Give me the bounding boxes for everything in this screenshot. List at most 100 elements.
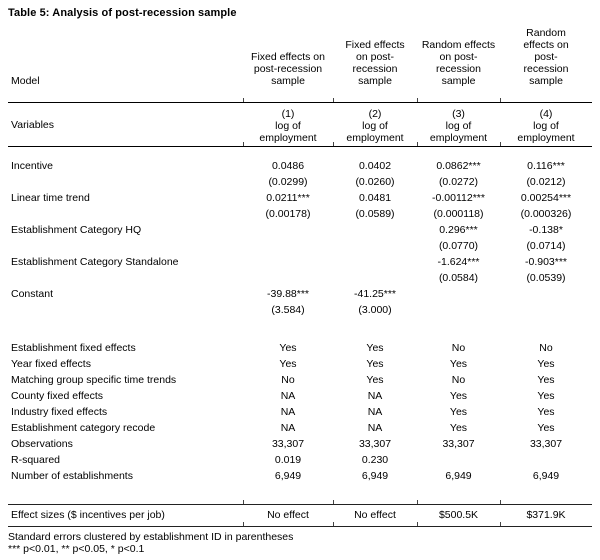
variable-label-blank bbox=[8, 206, 243, 222]
info-value: NA bbox=[367, 406, 383, 418]
coefficient-value: -1.624*** bbox=[437, 256, 480, 268]
standard-error-value bbox=[500, 302, 592, 318]
info-value: Yes bbox=[279, 358, 297, 370]
info-label: County fixed effects bbox=[11, 390, 104, 402]
standard-error-value: (0.0299) bbox=[268, 176, 308, 188]
table-row: R-squared 0.019 0.230 bbox=[8, 452, 592, 468]
column-number: (3) bbox=[452, 108, 465, 120]
info-value: 6,949 bbox=[274, 470, 302, 482]
info-value: No bbox=[539, 342, 553, 354]
standard-error-value: (3.584) bbox=[271, 304, 305, 316]
variables-label: Variables bbox=[11, 119, 54, 131]
info-label: Observations bbox=[11, 438, 73, 450]
table-row: Incentive 0.0486 0.0402 0.0862*** 0.116*** bbox=[8, 158, 592, 174]
standard-error-value: (0.0584) bbox=[438, 272, 479, 284]
info-label: R-squared bbox=[11, 454, 61, 466]
column-divider-tick bbox=[243, 500, 244, 504]
info-value: Yes bbox=[449, 406, 468, 418]
info-value: 0.230 bbox=[361, 454, 389, 466]
column-header-2: Fixed effects on post- recession sample bbox=[345, 39, 405, 87]
standard-error-value: (0.0589) bbox=[355, 208, 395, 220]
coefficient-value: 0.00254*** bbox=[520, 192, 572, 204]
info-value: NA bbox=[367, 390, 383, 402]
variable-label-blank bbox=[8, 270, 243, 286]
info-label: Year fixed effects bbox=[11, 358, 91, 370]
effect-sizes-row: Effect sizes ($ incentives per job) No e… bbox=[8, 505, 592, 526]
column-spec-3: (3) log of employment bbox=[417, 108, 500, 144]
table-row: Number of establishments 6,949 6,949 6,949 6… bbox=[8, 468, 592, 484]
coefficient-value bbox=[417, 286, 500, 302]
column-header-3: Random effects on post- recession sample bbox=[421, 39, 496, 87]
section-gap bbox=[8, 318, 592, 340]
column-divider-tick bbox=[333, 522, 334, 526]
column-divider-tick bbox=[500, 500, 501, 504]
standard-error-value: (0.000118) bbox=[433, 208, 484, 220]
variable-label-blank bbox=[8, 302, 243, 318]
info-value bbox=[500, 452, 592, 468]
table-row: (3.584) (3.000) bbox=[8, 302, 592, 318]
info-value: 6,949 bbox=[361, 470, 389, 482]
coefficient-value: -0.903*** bbox=[524, 256, 568, 268]
variable-label: Linear time trend bbox=[11, 192, 90, 204]
table-row: Linear time trend 0.0211*** 0.0481 -0.00112… bbox=[8, 190, 592, 206]
column-divider-tick bbox=[243, 522, 244, 526]
coefficient-value bbox=[500, 286, 592, 302]
column-divider-tick bbox=[417, 500, 418, 504]
standard-error-value bbox=[333, 270, 417, 286]
variable-label: Constant bbox=[11, 288, 54, 300]
info-value: NA bbox=[280, 422, 296, 434]
column-divider-tick bbox=[333, 500, 334, 504]
header-top-rule bbox=[8, 98, 592, 103]
info-value: 33,307 bbox=[442, 438, 475, 450]
header-bottom-rule bbox=[8, 142, 592, 147]
coefficient-value: 0.0211*** bbox=[266, 192, 310, 204]
column-divider-tick bbox=[333, 98, 334, 102]
info-value: Yes bbox=[449, 422, 468, 434]
variable-label-blank bbox=[8, 174, 243, 190]
column-divider-tick bbox=[417, 522, 418, 526]
info-value: NA bbox=[280, 406, 296, 418]
column-number: (2) bbox=[368, 108, 382, 120]
info-label: Establishment fixed effects bbox=[11, 342, 136, 354]
coefficient-value: -0.138* bbox=[529, 224, 563, 236]
info-value: Yes bbox=[537, 358, 555, 370]
table-row: Establishment category recode NA NA Yes Yes bbox=[8, 420, 592, 436]
column-spec-4: (4) log of employment bbox=[500, 108, 592, 144]
effect-size-value: No effect bbox=[354, 509, 396, 521]
column-spec-1: (1) log of employment bbox=[243, 108, 333, 144]
info-value: Yes bbox=[537, 390, 555, 402]
effect-top-rule bbox=[8, 500, 592, 505]
effect-size-value: $500.5K bbox=[438, 509, 479, 521]
dependent-variable: log of employment bbox=[517, 120, 575, 144]
table-row: Observations 33,307 33,307 33,307 33,307 bbox=[8, 436, 592, 452]
info-value: Yes bbox=[366, 342, 384, 354]
model-label: Model bbox=[11, 75, 40, 87]
table-row: County fixed effects NA NA Yes Yes bbox=[8, 388, 592, 404]
coefficient-value bbox=[243, 222, 333, 238]
standard-error-value bbox=[243, 238, 333, 254]
info-value: Yes bbox=[449, 390, 468, 402]
coefficient-value bbox=[243, 254, 333, 270]
info-label: Establishment category recode bbox=[11, 422, 156, 434]
info-value: Yes bbox=[366, 358, 384, 370]
info-value: 33,307 bbox=[529, 438, 563, 450]
info-value: Yes bbox=[537, 406, 555, 418]
column-divider-tick bbox=[500, 142, 501, 146]
coefficient-value bbox=[333, 254, 417, 270]
standard-error-value: (0.0714) bbox=[526, 240, 566, 252]
table-row: (0.0299) (0.0260) (0.0272) (0.0212) bbox=[8, 174, 592, 190]
column-header-4: Random effects on post- recession sample bbox=[523, 27, 569, 87]
table-row: Matching group specific time trends No Yes… bbox=[8, 372, 592, 388]
coefficient-value: 0.0481 bbox=[358, 192, 392, 204]
column-divider-tick bbox=[243, 98, 244, 102]
standard-error-value: (0.0770) bbox=[438, 240, 479, 252]
coefficient-value: 0.296*** bbox=[439, 224, 478, 236]
footnote-clustering: Standard errors clustered by establishme… bbox=[8, 531, 294, 543]
coefficient-value: -41.25*** bbox=[353, 288, 397, 300]
info-value: NA bbox=[367, 422, 383, 434]
table-row: Constant -39.88*** -41.25*** bbox=[8, 286, 592, 302]
coefficient-value: -0.00112*** bbox=[432, 192, 485, 204]
table-row: Establishment fixed effects Yes Yes No No bbox=[8, 340, 592, 356]
table-body: Incentive 0.0486 0.0402 0.0862*** 0.116*** (0… bbox=[8, 158, 592, 484]
